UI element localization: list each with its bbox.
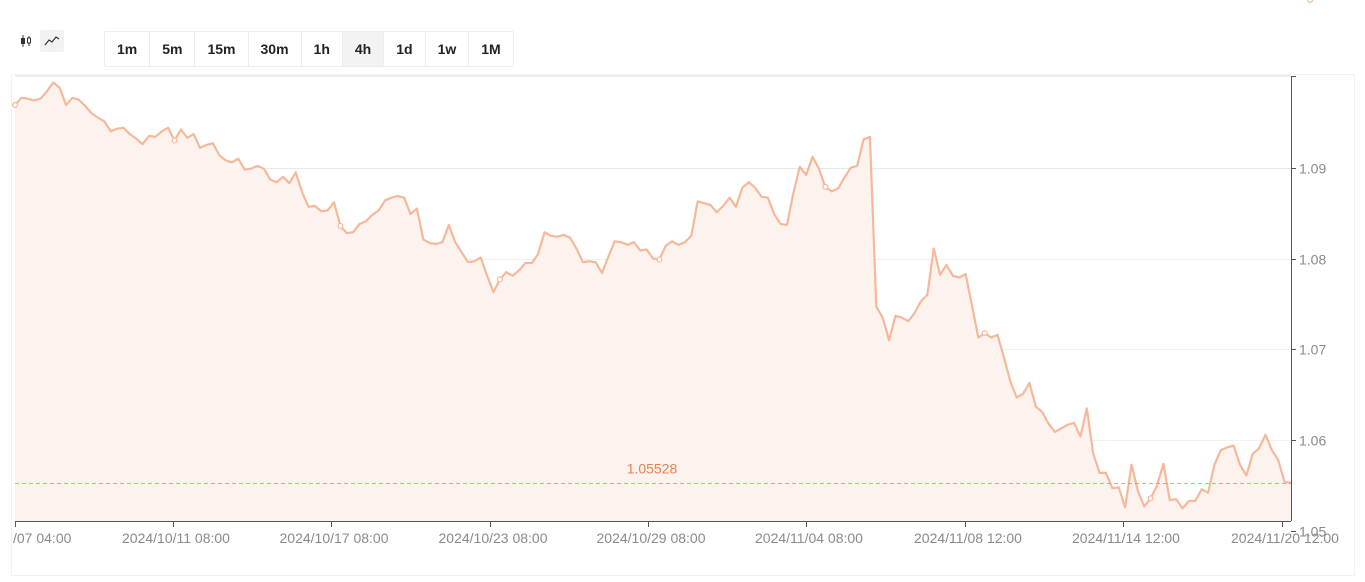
interval-5m[interactable]: 5m [150,32,196,66]
x-tick-label: 2024/11/20 12:00 [1231,530,1339,546]
data-point-marker [1147,495,1154,502]
x-tick-label: 2024/11/14 12:00 [1072,530,1180,546]
y-tick-label: 1.08 [1299,252,1326,268]
interval-1d[interactable]: 1d [384,32,426,66]
current-price-label: 1.05528 [627,461,678,477]
y-tick-label: 1.05 [1299,524,1326,540]
x-tick-label: 2024/11/08 12:00 [914,530,1022,546]
x-tick-label: /07 04:00 [13,530,72,546]
x-tick-label: 2024/10/29 08:00 [597,530,706,546]
chart-type-toggle [14,30,64,52]
interval-1m[interactable]: 1m [105,32,151,66]
interval-15m[interactable]: 15m [195,32,249,66]
x-tick-label: 2024/11/04 08:00 [755,530,863,546]
price-area [15,82,1291,522]
x-tick-label: 2024/10/17 08:00 [280,530,389,546]
data-point-marker [1307,0,1314,3]
interval-selector: 1m 5m 15m 30m 1h 4h 1d 1w 1M [104,31,514,67]
candlestick-icon [21,35,31,47]
y-tick-label: 1.06 [1299,433,1326,449]
interval-4h[interactable]: 4h [342,32,385,66]
interval-30m[interactable]: 30m [249,32,302,66]
data-point-marker [496,276,503,283]
y-tick-label: 1.07 [1299,342,1326,358]
line-chart-icon [44,36,60,46]
interval-1h[interactable]: 1h [302,32,343,66]
interval-1w[interactable]: 1w [426,32,470,66]
data-point-marker [337,222,344,229]
price-line [14,81,1292,510]
data-point-marker [171,137,178,144]
data-point-marker [656,256,663,263]
interval-1M[interactable]: 1M [481,41,501,57]
x-tick-label: 2024/10/11 08:00 [122,530,230,546]
chart-frame [11,74,1355,576]
data-point-marker [822,183,829,190]
data-point-marker [981,330,988,337]
line-chart-button[interactable] [40,30,64,52]
y-tick-label: 1.09 [1299,161,1326,177]
data-point-marker [12,102,19,109]
candlestick-button[interactable] [14,30,38,52]
x-tick-label: 2024/10/23 08:00 [439,530,548,546]
